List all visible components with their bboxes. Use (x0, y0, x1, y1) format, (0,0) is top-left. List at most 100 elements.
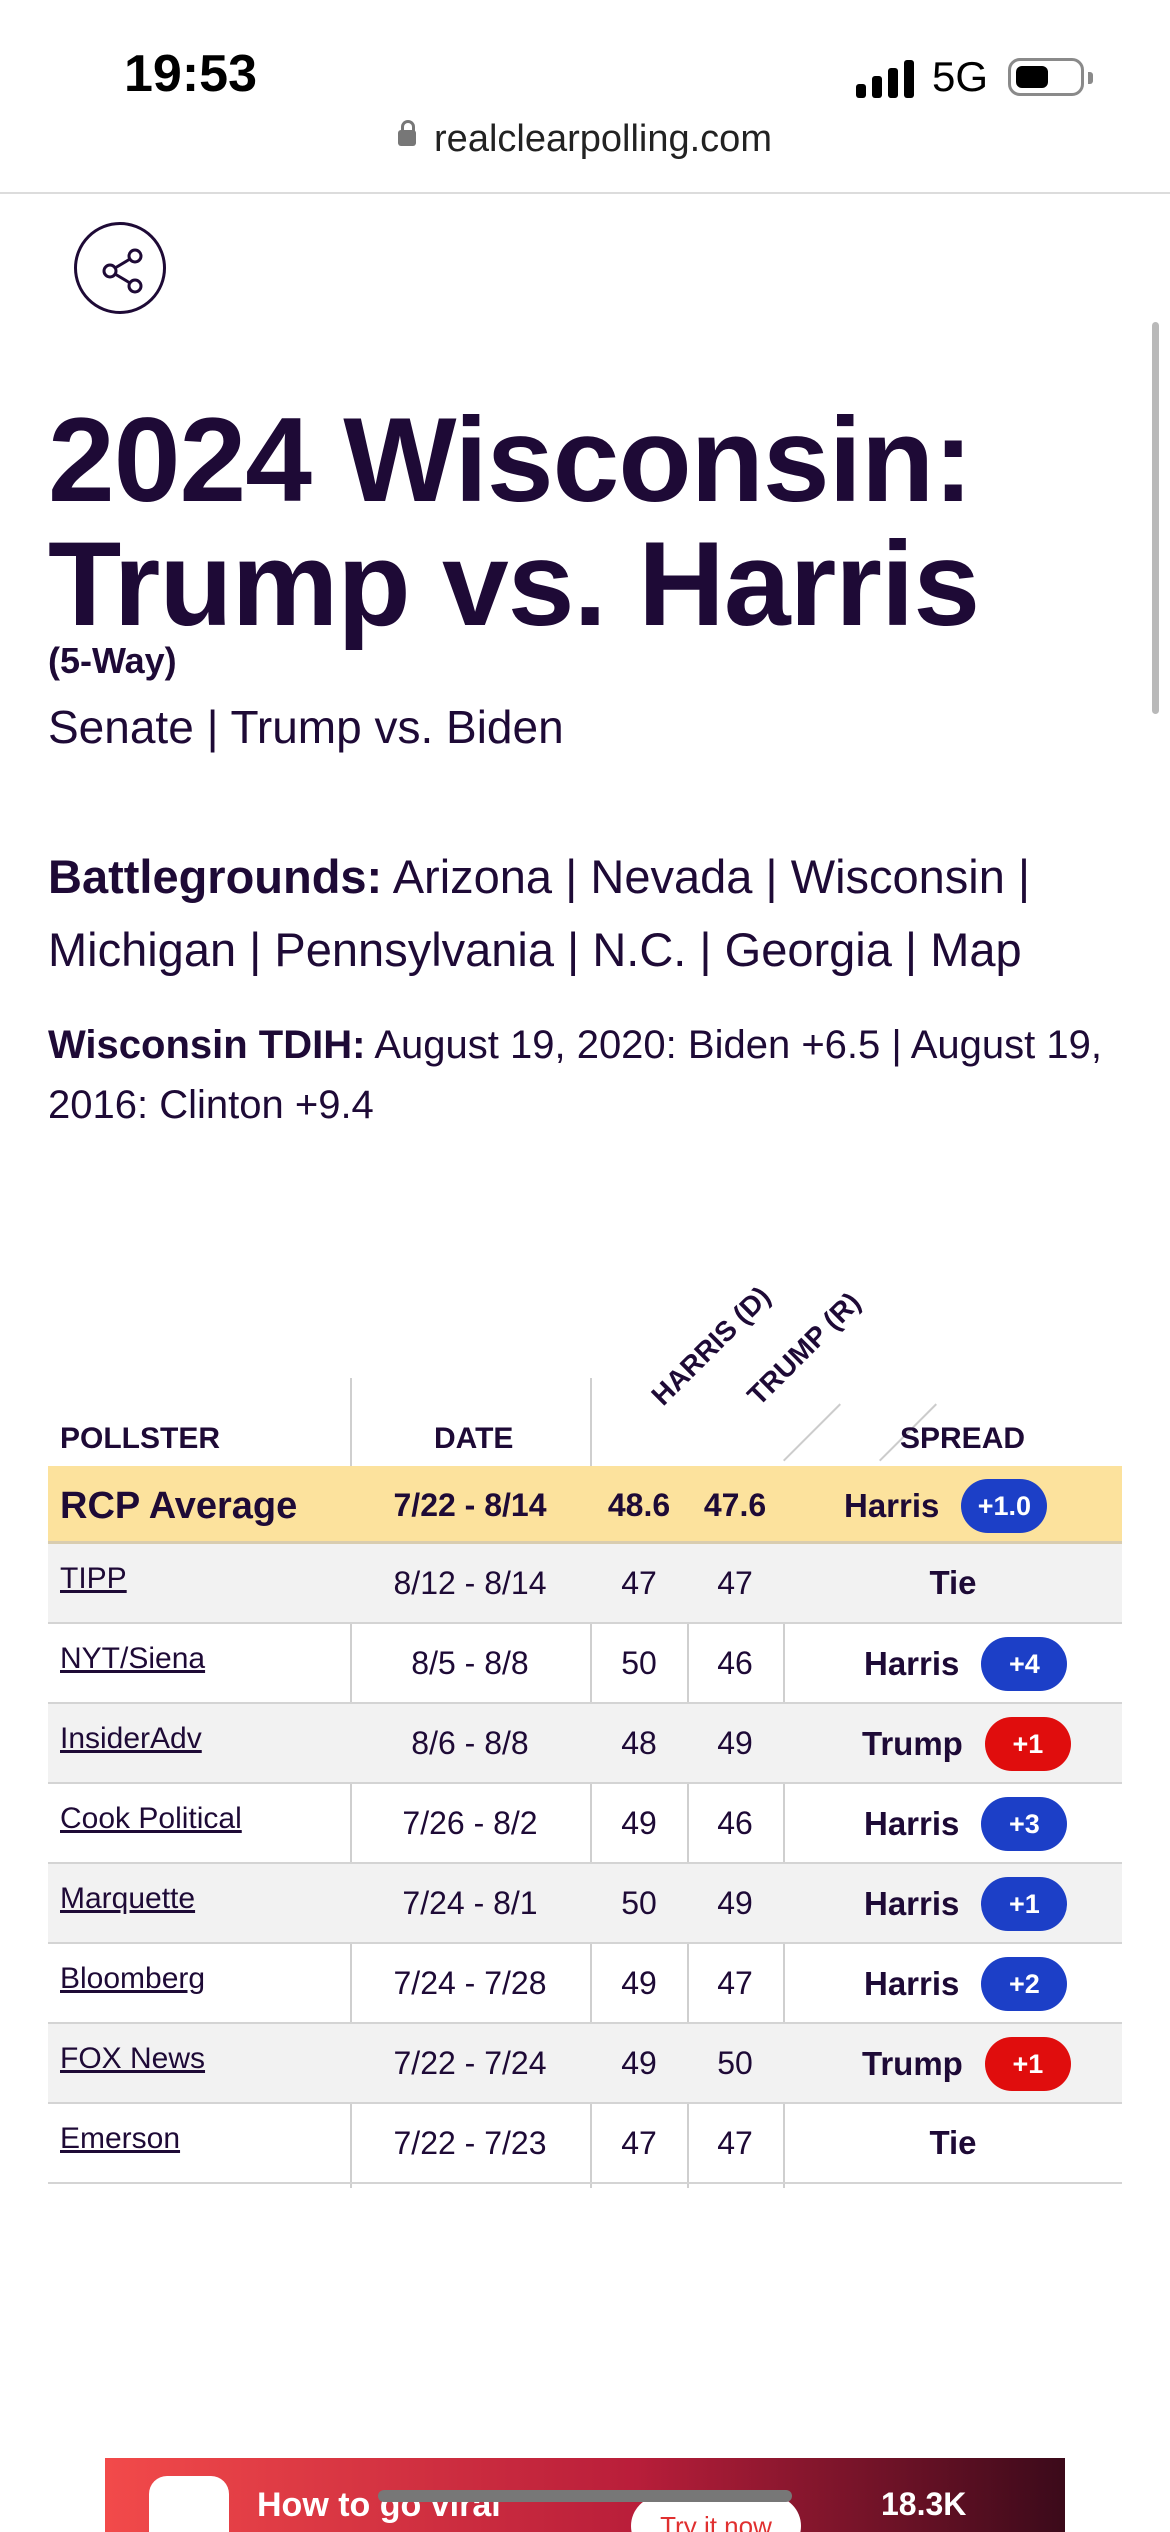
page-subtitle: (5-Way) (48, 640, 177, 681)
spread-leader: Harris (844, 1487, 940, 1524)
link-wisconsin[interactable]: Wisconsin (790, 850, 1005, 903)
scrollbar[interactable] (1152, 322, 1159, 714)
spread-badge: +1 (981, 1877, 1068, 1931)
pollster-link[interactable]: Marquette (60, 1882, 196, 1915)
header-divider-diag (783, 1403, 841, 1462)
poll-date: 7/24 - 8/1 (402, 1885, 538, 1921)
spread-badge: +1 (984, 2037, 1071, 2091)
spread-leader: Harris (864, 1965, 960, 2002)
status-bar: 19:53 5G (0, 0, 1170, 150)
url-text: realclearpolling.com (434, 118, 772, 160)
address-bar[interactable]: realclearpolling.com (0, 118, 1170, 161)
spread-cell: Harris +4 (784, 1624, 1122, 1702)
spread-tie: Tie (929, 1564, 977, 1601)
share-button[interactable] (74, 222, 166, 314)
spread-badge: +4 (981, 1637, 1068, 1691)
header-date[interactable]: DATE (434, 1422, 514, 1455)
page-title-line-1: 2024 Wisconsin: (48, 393, 973, 527)
link-trump-vs-biden[interactable]: Trump vs. Biden (230, 701, 564, 753)
share-icon (102, 248, 143, 294)
column-divider (687, 1466, 689, 2188)
page-title: 2024 Wisconsin: Trump vs. Harris (48, 398, 980, 646)
spread-cell: Harris +1.0 (784, 1466, 1122, 1544)
table-row: TIPP 8/12 - 8/14 47 47 Tie (48, 1544, 1122, 1624)
trump-value: 49 (717, 1725, 753, 1761)
harris-value: 50 (621, 1885, 657, 1921)
spread-tie: Tie (929, 2124, 977, 2161)
link-michigan[interactable]: Michigan (48, 923, 237, 976)
battlegrounds-nav: Battlegrounds: Arizona | Nevada | Wiscon… (48, 850, 1031, 976)
poll-date: 7/24 - 7/28 (393, 1965, 547, 2001)
harris-value: 47 (621, 2125, 657, 2161)
spread-leader: Harris (864, 1805, 960, 1842)
harris-value: 47 (621, 1565, 657, 1601)
related-races: Senate | Trump vs. Biden (48, 700, 564, 754)
tdih-note: Wisconsin TDIH: August 19, 2020: Biden +… (48, 1015, 1128, 1135)
network-label: 5G (932, 53, 989, 100)
pollster-link[interactable]: Emerson (60, 2122, 181, 2155)
trump-value: 49 (717, 1885, 753, 1921)
battlegrounds-label: Battlegrounds: (48, 850, 383, 903)
pollster-link[interactable]: Cook Political (60, 1802, 242, 1835)
harris-value: 49 (621, 1805, 657, 1841)
spread-badge: +1 (984, 1717, 1071, 1771)
spread-leader: Trump (862, 2045, 963, 2082)
header-pollster[interactable]: POLLSTER (60, 1422, 221, 1455)
spread-badge: +2 (981, 1957, 1068, 2011)
separator: | (193, 701, 231, 753)
trump-value: 47 (717, 2125, 753, 2161)
link-map[interactable]: Map (930, 923, 1022, 976)
poll-date: 8/12 - 8/14 (393, 1565, 547, 1601)
ad-logo-icon (149, 2476, 229, 2532)
link-arizona[interactable]: Arizona (392, 850, 553, 903)
link-senate[interactable]: Senate (48, 701, 194, 753)
trump-value: 47.6 (703, 1487, 767, 1523)
battery-icon (1008, 58, 1093, 96)
table-row: Cook Political 7/26 - 8/2 49 46 Harris +3 (48, 1784, 1122, 1864)
link-nc[interactable]: N.C. (592, 923, 687, 976)
pollster-link[interactable]: NYT/Siena (60, 1642, 206, 1675)
header-spread[interactable]: SPREAD (900, 1422, 1026, 1455)
link-pennsylvania[interactable]: Pennsylvania (274, 923, 554, 976)
table-row: Marquette 7/24 - 8/1 50 49 Harris +1 (48, 1864, 1122, 1944)
pollster-link[interactable]: TIPP (60, 1562, 127, 1595)
pollster-link[interactable]: Bloomberg (60, 1962, 206, 1995)
harris-value: 48.6 (607, 1487, 671, 1523)
spread-cell: Trump +1 (784, 1704, 1122, 1782)
tdih-text: August 19, 2020: Biden +6.5 | August 19,… (48, 1023, 1102, 1127)
table-row: InsiderAdv 8/6 - 8/8 48 49 Trump +1 (48, 1704, 1122, 1784)
lock-icon (398, 119, 417, 146)
header-divider (0, 192, 1170, 194)
poll-date: 8/5 - 8/8 (411, 1645, 529, 1681)
trump-value: 46 (717, 1805, 753, 1841)
spread-cell: Harris +1 (784, 1864, 1122, 1942)
column-divider (783, 1466, 785, 2188)
page-title-line-2: Trump vs. Harris (48, 517, 980, 651)
signal-icon (856, 60, 918, 98)
spread-cell: Trump +1 (784, 2024, 1122, 2102)
spread-leader: Harris (864, 1885, 960, 1922)
poll-date: 7/22 - 7/23 (393, 2125, 547, 2161)
status-time: 19:53 (124, 45, 257, 103)
ad-cta-button[interactable]: Try it now (631, 2496, 801, 2532)
home-indicator[interactable] (378, 2490, 792, 2502)
spread-cell: Tie (784, 2104, 1122, 2182)
poll-date: 8/6 - 8/8 (411, 1725, 529, 1761)
tdih-label: Wisconsin TDIH: (48, 1023, 366, 1067)
rcp-average-row: RCP Average 7/22 - 8/14 48.6 47.6 Harris… (48, 1466, 1122, 1544)
link-georgia[interactable]: Georgia (724, 923, 892, 976)
trump-value: 47 (717, 1565, 753, 1601)
pollster-link[interactable]: FOX News (60, 2042, 206, 2075)
table-row: Emerson 7/22 - 7/23 47 47 Tie (48, 2104, 1122, 2184)
spread-cell: Tie (784, 1544, 1122, 1622)
spread-badge: +1.0 (961, 1479, 1048, 1533)
average-label: RCP Average (60, 1485, 298, 1527)
spread-badge: +3 (981, 1797, 1068, 1851)
table-row: NYT/Siena 8/5 - 8/8 50 46 Harris +4 (48, 1624, 1122, 1704)
harris-value: 49 (621, 2045, 657, 2081)
link-nevada[interactable]: Nevada (590, 850, 753, 903)
ad-count: 18.3K (881, 2486, 967, 2522)
harris-value: 48 (621, 1725, 657, 1761)
pollster-link[interactable]: InsiderAdv (60, 1722, 202, 1755)
table-row: FOX News 7/22 - 7/24 49 50 Trump +1 (48, 2024, 1122, 2104)
